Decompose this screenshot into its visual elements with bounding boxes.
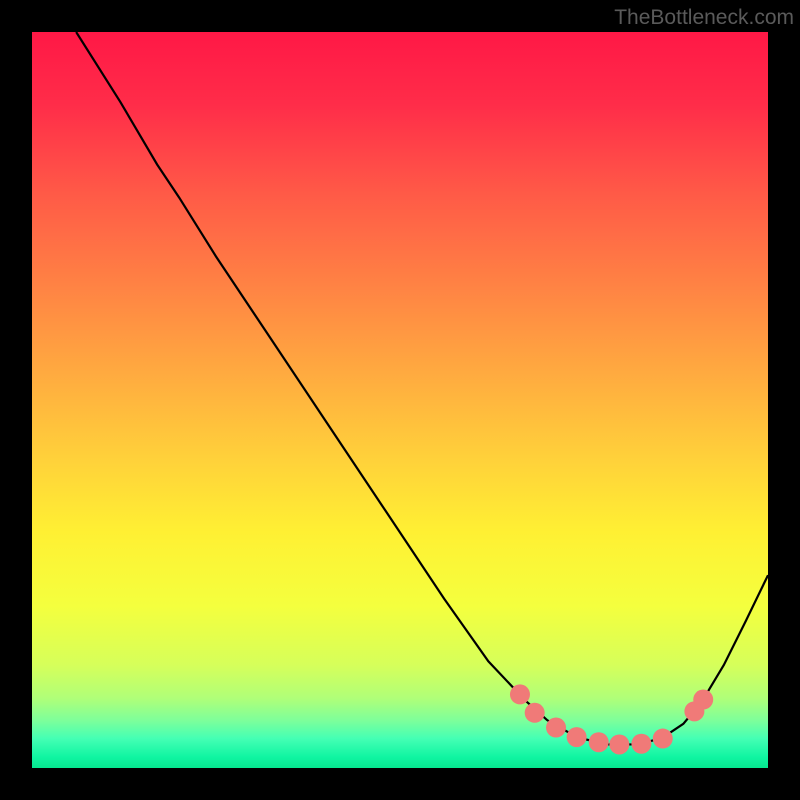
- marker-dot: [567, 727, 587, 747]
- gradient-background: [32, 32, 768, 768]
- watermark-label: TheBottleneck.com: [614, 6, 794, 30]
- chart-svg: [32, 32, 768, 768]
- marker-dot: [653, 729, 673, 749]
- marker-dot: [589, 732, 609, 752]
- marker-dot: [693, 690, 713, 710]
- chart-plot-area: [32, 32, 768, 768]
- marker-dot: [510, 684, 530, 704]
- marker-dot: [525, 703, 545, 723]
- marker-dot: [546, 718, 566, 738]
- marker-dot: [609, 734, 629, 754]
- marker-dot: [631, 734, 651, 754]
